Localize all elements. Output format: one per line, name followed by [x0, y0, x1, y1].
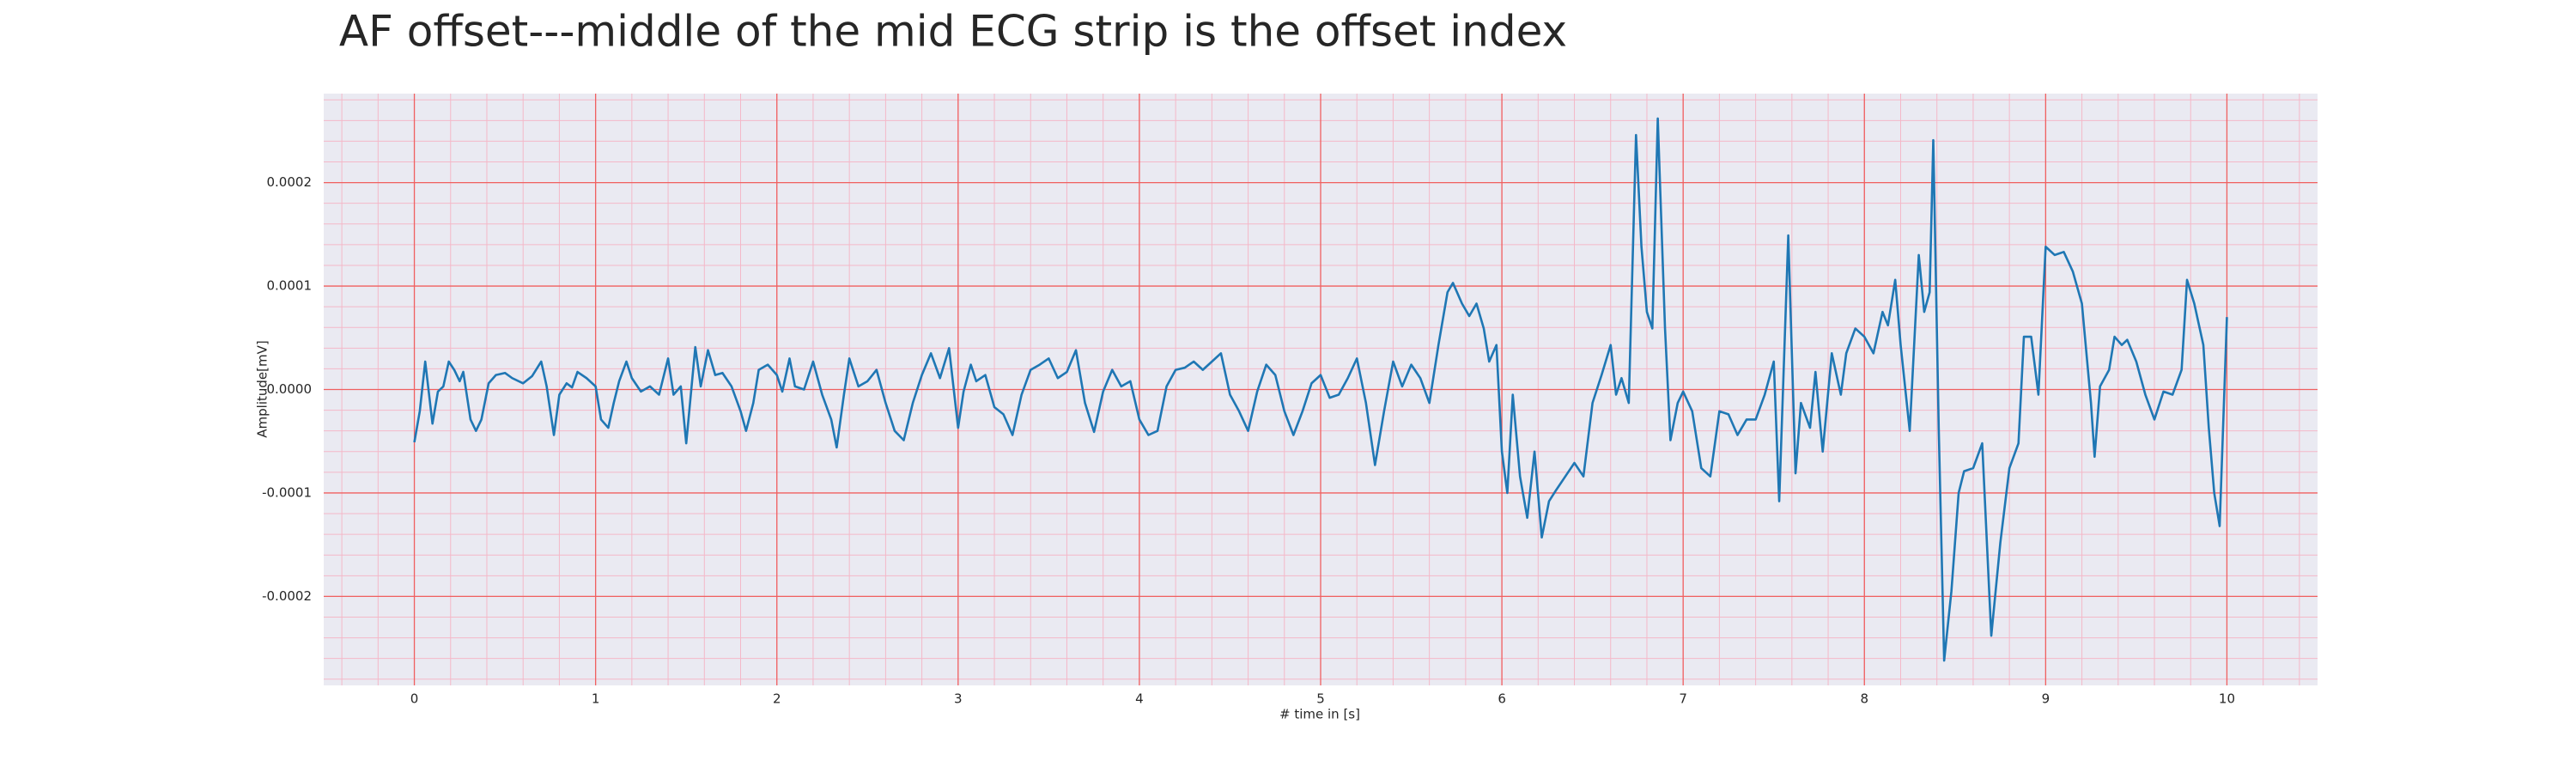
x-tick-label: 4	[1135, 691, 1144, 707]
y-tick-label: -0.0002	[262, 588, 312, 604]
x-tick-label: 6	[1498, 691, 1506, 707]
x-tick-label: 1	[592, 691, 600, 707]
y-axis-label: Amplitude[mV]	[255, 340, 270, 437]
y-tick-label: -0.0001	[262, 484, 312, 500]
x-tick-label: 9	[2042, 691, 2050, 707]
x-tick-label: 0	[410, 691, 419, 707]
ecg-line	[413, 117, 2228, 662]
x-tick-label: 5	[1316, 691, 1325, 707]
x-tick-label: 3	[954, 691, 963, 707]
x-axis-label: # time in [s]	[1279, 707, 1360, 722]
x-tick-label: 7	[1679, 691, 1687, 707]
chart-title: AF offset---middle of the mid ECG strip …	[339, 7, 1567, 57]
y-tick-label: 0.0000	[267, 381, 313, 397]
y-tick-label: 0.0001	[267, 278, 313, 294]
x-tick-label: 8	[1860, 691, 1868, 707]
y-tick-label: 0.0002	[267, 174, 313, 190]
x-tick-label: 2	[773, 691, 781, 707]
x-tick-label: 10	[2219, 691, 2235, 707]
